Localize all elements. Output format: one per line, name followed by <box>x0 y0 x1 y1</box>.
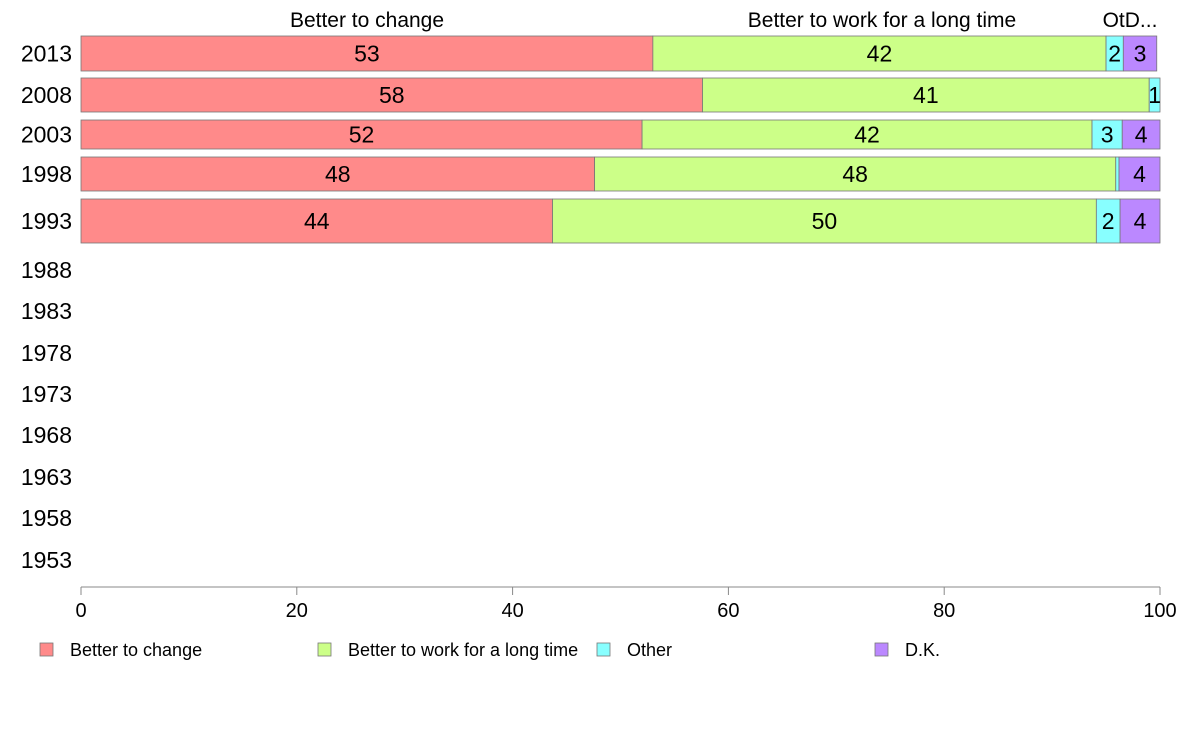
legend-label: Better to change <box>70 640 202 660</box>
bar-segment <box>552 198 1097 244</box>
top-label: OtD... <box>1103 9 1158 32</box>
top-label: Better to work for a long time <box>748 9 1016 32</box>
bar-segment <box>1119 198 1161 244</box>
data-label: 3 <box>1101 122 1114 148</box>
legend-swatch <box>596 642 611 657</box>
legend-label: Other <box>627 640 672 660</box>
legend-label: D.K. <box>905 640 940 660</box>
x-tick-label: 0 <box>75 600 86 622</box>
legend-swatch <box>317 642 332 657</box>
data-label: 52 <box>349 122 375 148</box>
top-label: Better to change <box>290 9 444 32</box>
bar-segment <box>1118 156 1161 192</box>
bar-segment <box>1091 119 1123 150</box>
legend: Better to change Better to work for a lon… <box>39 640 940 660</box>
data-label: 48 <box>842 161 868 187</box>
bar-segment <box>80 156 596 192</box>
data-label: 2 <box>1102 208 1115 234</box>
category-label: 2003 <box>21 122 72 148</box>
x-tick-label: 20 <box>286 600 308 622</box>
data-label: 42 <box>854 122 880 148</box>
year-labels: 2013 2008 2003 1998 1993 1988 1983 1978 1973 1968… <box>21 41 72 574</box>
legend-swatch <box>39 642 54 657</box>
top-labels: Better to change Better to work for a lon… <box>290 9 1157 32</box>
bar-segment <box>1115 156 1120 192</box>
data-label: 3 <box>1134 41 1147 67</box>
bar-segment <box>641 119 1093 150</box>
x-tick-label: 60 <box>717 600 739 622</box>
data-label: 53 <box>354 41 380 67</box>
x-axis: 0 20 40 60 80 100 <box>75 586 1177 622</box>
category-label: 1963 <box>21 464 72 490</box>
bar-segment <box>80 35 654 72</box>
category-label: 1953 <box>21 547 72 573</box>
data-label: 4 <box>1135 122 1148 148</box>
category-label: 1993 <box>21 208 72 234</box>
data-label: 44 <box>304 208 330 234</box>
x-tick-label: 80 <box>933 600 955 622</box>
category-label: 1988 <box>21 257 72 283</box>
bar-segment <box>80 119 643 150</box>
bar-segment <box>1122 35 1158 72</box>
data-label: 48 <box>325 161 351 187</box>
category-label: 1998 <box>21 161 72 187</box>
x-tick-label: 40 <box>501 600 523 622</box>
legend-swatch <box>874 642 889 657</box>
category-label: 1968 <box>21 422 72 448</box>
bar-segment <box>594 156 1117 192</box>
data-label: 4 <box>1133 161 1146 187</box>
bar-segment <box>702 77 1150 113</box>
data-label: 58 <box>379 82 405 108</box>
data-label: 4 <box>1134 208 1147 234</box>
data-label: 2 <box>1108 41 1121 67</box>
legend-label: Better to work for a long time <box>348 640 578 660</box>
data-label: 1 <box>1148 82 1161 108</box>
category-label: 1958 <box>21 505 72 531</box>
category-label: 1973 <box>21 381 72 407</box>
bars: 53 42 2 358 41 152 42 3 448 48 444 50 2 4 <box>80 35 1161 244</box>
category-label: 1978 <box>21 340 72 366</box>
data-label: 50 <box>812 208 838 234</box>
bar-segment <box>80 77 703 113</box>
category-label: 1983 <box>21 298 72 324</box>
data-label: 41 <box>913 82 939 108</box>
category-label: 2013 <box>21 41 72 67</box>
data-label: 42 <box>867 41 893 67</box>
category-label: 2008 <box>21 82 72 108</box>
bar-segment <box>1121 119 1161 150</box>
x-tick-label: 100 <box>1143 600 1176 622</box>
bar-segment <box>652 35 1107 72</box>
bar-segment <box>1148 77 1161 113</box>
